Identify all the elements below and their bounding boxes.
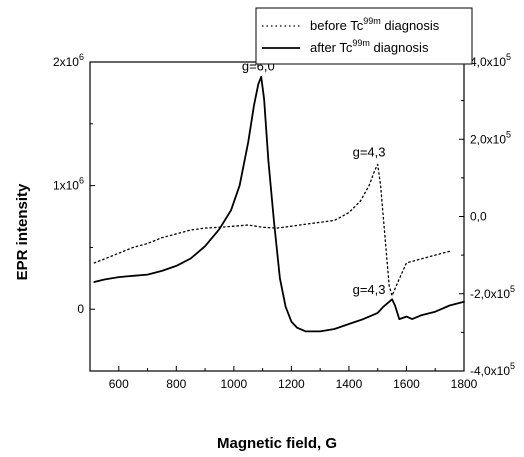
series-layer <box>93 75 465 333</box>
x-tick-label: 600 <box>109 377 129 391</box>
x-tick-label: 1800 <box>451 377 478 391</box>
x-tick-label: 1200 <box>278 377 305 391</box>
plot-frame <box>89 61 465 372</box>
series-line-solid <box>93 75 465 333</box>
y-axis-title: EPR intensity <box>14 183 31 280</box>
legend-box <box>255 7 473 65</box>
ticks-layer: 600 800 1000 1200 1400 1600 1800 0 1x106 2x106 4,0… <box>53 52 515 391</box>
series-line-dotted <box>93 163 451 297</box>
peak-annotation: g=4,3 <box>353 282 386 297</box>
legend-label-after: after Tc99m diagnosis <box>310 38 429 55</box>
legend-label-before-pre: before Tc <box>310 18 364 33</box>
legend-label-before-sup: 99m <box>363 16 381 26</box>
y-right-tick-label: 0,0 <box>470 210 487 224</box>
x-tick-label: 1400 <box>336 377 363 391</box>
y-right-tick-label: 2,0x105 <box>470 129 511 146</box>
y-right-tick-label: -2,0x105 <box>470 284 515 301</box>
y-left-tick-label: 1x106 <box>53 176 84 193</box>
legend-label-after-post: diagnosis <box>370 40 429 55</box>
y-left-tick-label: 0 <box>77 302 84 316</box>
y-right-tick-label: 4,0x105 <box>470 52 511 69</box>
x-tick-label: 800 <box>166 377 186 391</box>
legend-label-before-post: diagnosis <box>381 18 440 33</box>
x-tick-label: 1600 <box>393 377 420 391</box>
legend-label-after-pre: after Tc <box>310 40 353 55</box>
legend-label-after-sup: 99m <box>352 38 370 48</box>
y-left-tick-label: 2x106 <box>53 52 84 69</box>
peak-annotation: g=4,3 <box>353 144 386 159</box>
legend-label-before: before Tc99m diagnosis <box>310 16 440 33</box>
y-right-tick-label: -4,0x105 <box>470 361 515 378</box>
x-tick-label: 1000 <box>220 377 247 391</box>
legend: before Tc99m diagnosis after Tc99m diagn… <box>255 7 473 65</box>
x-axis-title: Magnetic field, G <box>217 435 337 452</box>
